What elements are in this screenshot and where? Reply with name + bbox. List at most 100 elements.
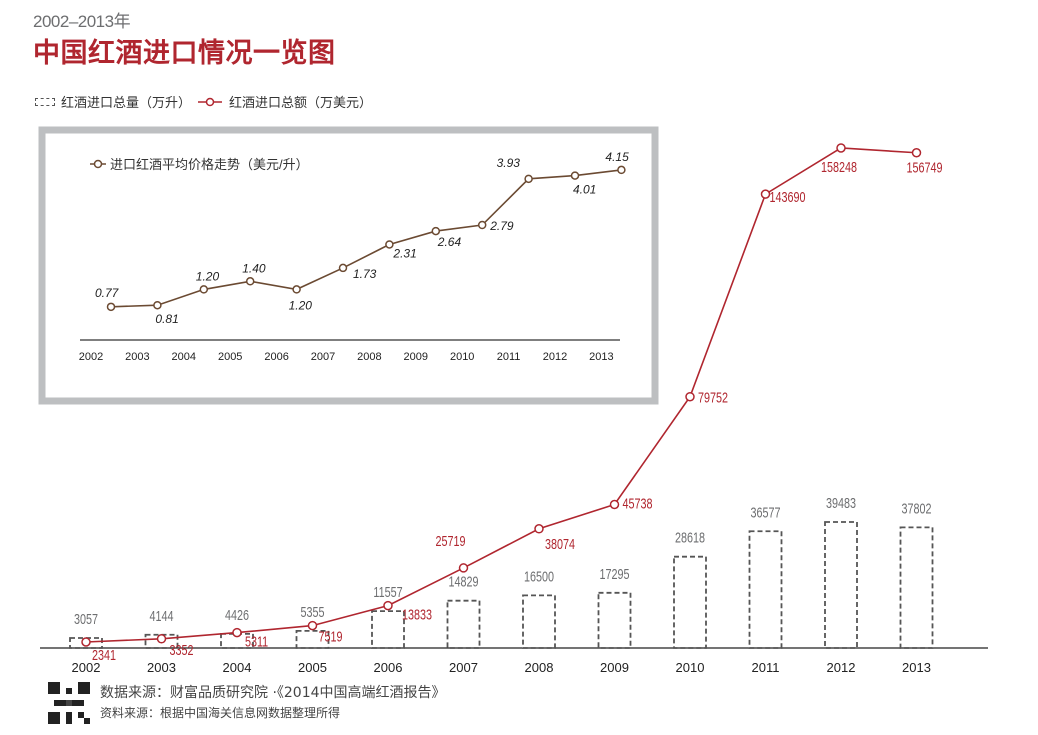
value-marker (534, 524, 544, 534)
price-label: 3.93 (497, 156, 521, 170)
value-label: 25719 (436, 532, 466, 549)
price-label: 1.40 (242, 261, 266, 275)
price-label: 2.31 (392, 246, 416, 260)
x-tick-label: 2012 (827, 660, 856, 675)
volume-label: 36577 (751, 504, 781, 521)
price-label: 1.20 (289, 298, 313, 312)
price-label: 1.20 (196, 269, 220, 283)
value-marker (836, 143, 846, 153)
price-marker (338, 263, 348, 273)
value-label: 79752 (698, 389, 728, 406)
volume-label: 14829 (449, 573, 479, 590)
price-marker (292, 285, 301, 294)
chart-title: 中国红酒进口情况一览图 (33, 38, 336, 69)
inset-x-tick-label: 2013 (589, 351, 613, 363)
value-label: 2341 (92, 646, 116, 663)
price-marker (570, 171, 580, 180)
volume-bar (295, 630, 330, 649)
volume-label: 17295 (600, 565, 630, 582)
inset-x-tick-label: 2011 (497, 351, 521, 363)
volume-label: 3057 (74, 610, 98, 627)
x-tick-label: 2008 (525, 660, 554, 675)
value-label: 156749 (907, 159, 943, 176)
price-label: 2.64 (437, 235, 462, 249)
volume-label: 4144 (150, 607, 174, 624)
value-marker (383, 600, 393, 611)
volume-bar (597, 591, 632, 649)
inset-legend-marker (93, 159, 103, 169)
x-tick-label: 2011 (752, 660, 780, 675)
legend-value-label: 红酒进口总额（万美元） (229, 96, 373, 111)
price-marker (153, 300, 162, 310)
inset-x-tick-label: 2010 (450, 351, 474, 363)
value-marker (609, 499, 620, 510)
value-label: 158248 (821, 158, 857, 175)
footer: 数据来源：财富品质研究院 ·《2014中国高端红酒报告》 资料来源：根据中国海关… (100, 682, 446, 721)
legend-volume-swatch (35, 97, 55, 106)
value-marker (156, 634, 167, 644)
x-tick-label: 2002 (72, 660, 101, 675)
volume-label: 37802 (902, 500, 932, 517)
price-marker (245, 277, 255, 286)
x-tick-label: 2005 (298, 660, 327, 675)
x-tick-label: 2013 (902, 660, 931, 675)
value-label: 143690 (770, 188, 806, 205)
price-label: 2.79 (489, 219, 514, 233)
inset-x-tick-label: 2003 (125, 351, 149, 363)
price-label: 0.81 (155, 312, 178, 326)
legend-volume-label: 红酒进口总量（万升） (61, 96, 192, 111)
value-marker (307, 620, 318, 631)
volume-bar (899, 526, 934, 649)
value-marker (760, 189, 771, 199)
inset-x-tick-label: 2002 (79, 351, 103, 363)
price-label: 1.73 (353, 267, 377, 281)
value-label: 3352 (170, 641, 194, 658)
value-label: 7519 (319, 628, 343, 645)
value-line (85, 147, 917, 643)
price-marker (106, 302, 116, 312)
volume-bar (371, 610, 405, 649)
inset-x-tick-label: 2012 (543, 351, 567, 363)
volume-bar (748, 530, 783, 649)
value-marker (81, 637, 91, 647)
inset-x-tick-label: 2006 (264, 351, 288, 363)
price-marker (477, 220, 487, 230)
inset-x-tick-label: 2004 (172, 351, 196, 363)
value-label: 38074 (545, 535, 575, 552)
price-label: 4.01 (573, 183, 596, 197)
price-marker (199, 285, 209, 294)
price-line (110, 169, 622, 308)
x-tick-label: 2009 (600, 660, 629, 675)
value-label: 5311 (245, 633, 268, 650)
volume-label: 16500 (524, 568, 554, 585)
volume-label: 28618 (675, 529, 705, 546)
source-secondary: 资料来源：根据中国海关信息网数据整理所得 (100, 706, 341, 720)
price-marker (431, 226, 441, 236)
volume-bar (824, 521, 858, 649)
legend-value-swatch (198, 97, 223, 106)
inset-x-tick-label: 2005 (218, 351, 242, 363)
value-label: 45738 (623, 495, 653, 512)
x-tick-label: 2007 (449, 660, 478, 675)
main-legend: 红酒进口总量（万升） 红酒进口总额（万美元） (35, 92, 372, 111)
chart-subtitle: 2002–2013年 (33, 12, 131, 31)
qr-code-icon (48, 682, 90, 724)
price-marker (617, 165, 626, 175)
x-tick-label: 2010 (676, 660, 705, 675)
value-marker (911, 147, 922, 158)
inset-x-tick-label: 2009 (404, 351, 428, 363)
value-label: 13833 (402, 606, 432, 623)
x-tick-label: 2003 (147, 660, 176, 675)
volume-label: 5355 (301, 603, 325, 620)
value-marker (232, 627, 242, 638)
volume-bar (522, 594, 556, 649)
value-marker (685, 391, 695, 402)
volume-label: 4426 (225, 606, 249, 623)
price-marker (385, 240, 394, 249)
volume-label: 39483 (826, 494, 856, 511)
price-marker (524, 174, 533, 184)
volume-bar (446, 599, 481, 649)
inset-legend-label: 进口红酒平均价格走势（美元/升） (110, 157, 309, 172)
volume-bar (673, 555, 707, 649)
inset-x-tick-label: 2008 (357, 351, 381, 363)
